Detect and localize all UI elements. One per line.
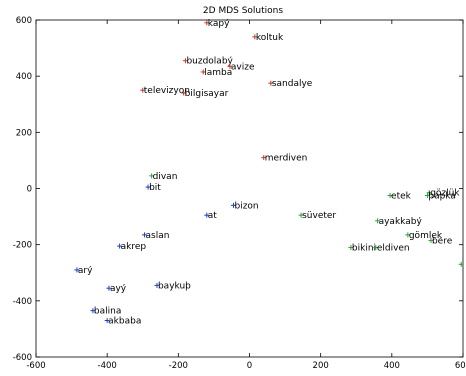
point-label: bit	[149, 183, 161, 193]
data-point: akbaba	[104, 316, 141, 326]
point-label: sandalye	[272, 79, 313, 89]
data-point: televizyon	[140, 86, 190, 96]
x-tick-label: 0	[247, 361, 252, 371]
point-label: aslan	[146, 231, 170, 241]
data-point: bizon	[230, 201, 259, 211]
point-label: süveter	[302, 211, 336, 221]
data-point: at	[204, 211, 217, 221]
axis-ticks: -600 -400 -200 0 200 400 600 -600 -400 -200 0 200 40…	[13, 16, 466, 371]
data-point: etek	[387, 192, 412, 202]
point-label: merdiven	[265, 154, 308, 164]
data-point: divan	[149, 172, 177, 182]
data-point: baykuþ	[154, 281, 191, 291]
data-point: akrep	[117, 242, 146, 252]
y-tick-label: 600	[16, 16, 32, 26]
data-point: sandalye	[268, 79, 313, 89]
point-label: lamba	[204, 68, 232, 78]
y-tick-label: -200	[13, 241, 32, 251]
point-label: þapka	[428, 192, 456, 202]
point-label: ayakkabý	[379, 217, 423, 227]
y-tick-label: -400	[13, 297, 32, 307]
data-point: ayakkabý	[375, 217, 422, 227]
point-label: mont	[462, 260, 466, 270]
data-point: kapý	[204, 19, 230, 29]
point-label: ayý	[110, 284, 127, 294]
point-label: gömlek	[409, 231, 443, 241]
y-tick-label: -600	[13, 353, 32, 363]
point-label: buzdolabý	[186, 57, 233, 67]
data-point: gözlük	[426, 189, 460, 199]
data-point: bere	[428, 236, 453, 246]
point-label: bilgisayar	[185, 89, 229, 99]
data-point: aslan	[142, 231, 169, 241]
point-label: bizon	[234, 201, 258, 211]
point-label: bikini	[352, 243, 376, 253]
point-label: eldiven	[377, 243, 410, 253]
data-point: bilgisayar	[181, 89, 229, 99]
x-tick-label: -400	[98, 361, 117, 371]
point-label: baykuþ	[158, 281, 191, 291]
x-tick-label: -600	[26, 361, 45, 371]
point-label: arý	[78, 266, 93, 276]
data-point: buzdolabý	[182, 57, 234, 67]
point-label: divan	[153, 172, 178, 182]
x-tick-label: -200	[169, 361, 188, 371]
data-point: balina	[90, 307, 121, 317]
point-label: etek	[391, 192, 412, 202]
point-label: akbaba	[108, 316, 141, 326]
point-label: koltuk	[256, 33, 284, 43]
data-point: bit	[145, 183, 161, 193]
y-tick-label: 400	[16, 72, 32, 82]
point-label: bere	[432, 236, 453, 246]
point-label: at	[208, 211, 218, 221]
data-point: avize	[227, 62, 255, 72]
data-point: merdiven	[261, 154, 307, 164]
data-point: süveter	[298, 211, 336, 221]
point-label: kapý	[208, 19, 230, 29]
point-label: balina	[94, 307, 121, 317]
y-tick-label: 200	[16, 128, 32, 138]
data-point: arý	[74, 266, 93, 276]
data-point: gömlek	[405, 231, 443, 241]
data-point: mont	[458, 260, 466, 270]
data-point: ayý	[106, 284, 127, 294]
data-point: bikini	[348, 243, 376, 253]
x-tick-label: 400	[384, 361, 400, 371]
data-point: eldiven	[373, 243, 410, 253]
x-tick-label: 600	[455, 361, 466, 371]
point-label: avize	[231, 62, 255, 72]
x-tick-label: 200	[313, 361, 329, 371]
point-label: televizyon	[144, 86, 190, 96]
chart-title: 2D MDS Solutions	[203, 6, 283, 16]
point-label: gözlük	[430, 189, 460, 199]
data-point: þapka	[424, 192, 456, 202]
data-point: koltuk	[252, 33, 284, 43]
y-tick-label: 0	[27, 185, 32, 195]
data-point: lamba	[200, 68, 232, 78]
point-label: akrep	[121, 242, 147, 252]
